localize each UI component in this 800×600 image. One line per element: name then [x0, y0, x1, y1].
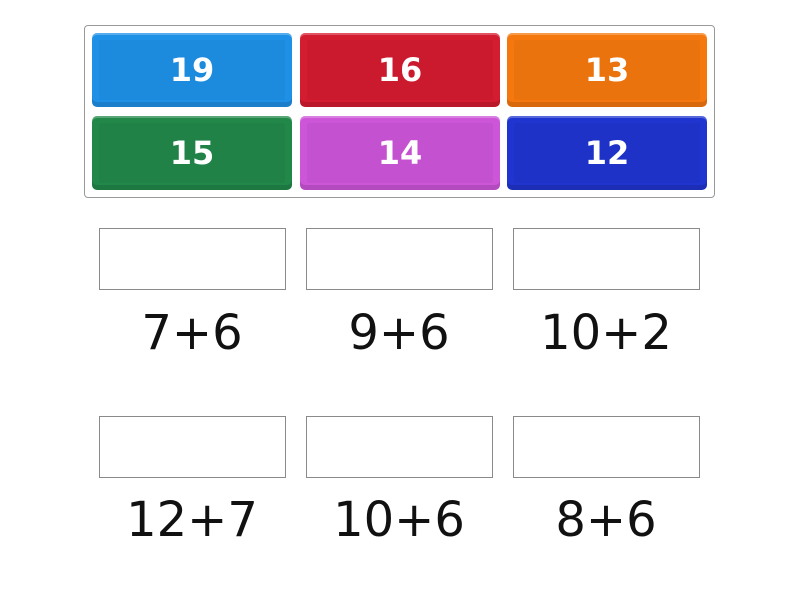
question-label: 8+6 [555, 492, 657, 548]
drop-zone[interactable] [306, 228, 493, 290]
answer-tile[interactable]: 12 [507, 116, 707, 190]
question-label: 7+6 [141, 305, 243, 361]
tile-label: 16 [377, 51, 423, 89]
answer-tile[interactable]: 19 [92, 33, 292, 107]
tile-label: 13 [584, 51, 630, 89]
tile-label: 19 [169, 51, 215, 89]
answer-tile[interactable]: 13 [507, 33, 707, 107]
drop-zone[interactable] [306, 416, 493, 478]
question-label: 9+6 [348, 305, 450, 361]
answer-tile[interactable]: 14 [300, 116, 500, 190]
question-label: 10+2 [540, 305, 672, 361]
drop-zone[interactable] [99, 228, 286, 290]
question-label: 12+7 [126, 492, 258, 548]
drop-zone[interactable] [513, 416, 700, 478]
answer-tile[interactable]: 15 [92, 116, 292, 190]
drop-zone[interactable] [513, 228, 700, 290]
tile-label: 15 [169, 134, 215, 172]
question-label: 10+6 [333, 492, 465, 548]
drop-zone[interactable] [99, 416, 286, 478]
answer-tray [84, 25, 715, 198]
answer-tile[interactable]: 16 [300, 33, 500, 107]
tile-label: 14 [377, 134, 423, 172]
tile-label: 12 [584, 134, 630, 172]
